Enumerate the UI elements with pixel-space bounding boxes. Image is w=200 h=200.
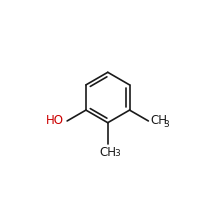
Text: HO: HO — [46, 114, 64, 127]
Text: 3: 3 — [114, 149, 120, 158]
Text: CH: CH — [99, 146, 116, 160]
Text: CH: CH — [150, 114, 167, 127]
Text: 3: 3 — [164, 120, 170, 129]
